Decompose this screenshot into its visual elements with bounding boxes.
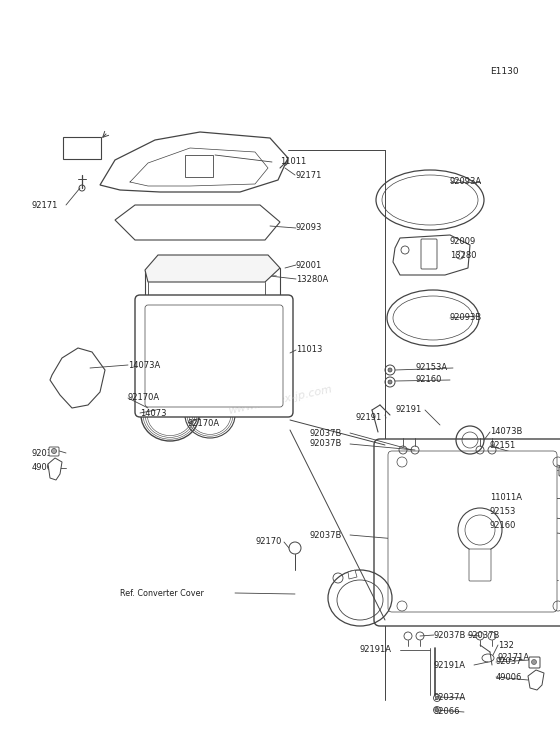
Text: 92093: 92093 <box>296 223 323 233</box>
Text: 92191: 92191 <box>356 414 382 422</box>
Text: 92009: 92009 <box>450 237 476 247</box>
Circle shape <box>52 449 57 454</box>
Text: 92191A: 92191A <box>360 646 392 654</box>
Text: 92160: 92160 <box>415 376 441 384</box>
Text: 132: 132 <box>498 640 514 649</box>
Circle shape <box>388 368 392 372</box>
Text: 92171: 92171 <box>32 201 58 209</box>
Polygon shape <box>48 458 62 480</box>
FancyBboxPatch shape <box>529 657 540 668</box>
Text: 92170: 92170 <box>256 537 282 547</box>
FancyBboxPatch shape <box>145 305 283 407</box>
Text: 92037B: 92037B <box>310 439 342 449</box>
Text: Ref. Converter Cover: Ref. Converter Cover <box>120 589 204 597</box>
FancyBboxPatch shape <box>469 549 491 581</box>
Text: 92001: 92001 <box>296 261 322 269</box>
Polygon shape <box>115 205 280 240</box>
Text: 92153A: 92153A <box>415 364 447 373</box>
Text: 92151: 92151 <box>490 441 516 450</box>
Text: 13280A: 13280A <box>296 274 328 283</box>
Text: 92037B: 92037B <box>310 428 342 438</box>
Polygon shape <box>393 235 470 275</box>
FancyBboxPatch shape <box>135 295 293 417</box>
Text: 92093A: 92093A <box>450 177 482 187</box>
Text: 92191: 92191 <box>395 406 421 414</box>
Text: 92153: 92153 <box>490 507 516 517</box>
Text: 92160: 92160 <box>490 520 516 529</box>
FancyBboxPatch shape <box>49 447 59 456</box>
Text: 11013: 11013 <box>296 346 323 354</box>
Text: 49006: 49006 <box>496 673 522 681</box>
Text: www.impex-jp.com: www.impex-jp.com <box>227 384 333 416</box>
Text: 92037B: 92037B <box>310 531 342 539</box>
Text: 92037B: 92037B <box>434 630 466 640</box>
Text: 92170A: 92170A <box>128 394 160 403</box>
Circle shape <box>436 709 438 712</box>
Text: 92170A: 92170A <box>188 419 220 427</box>
Text: 92191A: 92191A <box>434 660 466 670</box>
Text: E1130: E1130 <box>490 67 519 77</box>
Polygon shape <box>348 570 357 579</box>
FancyBboxPatch shape <box>374 439 560 626</box>
Text: 92037B: 92037B <box>468 630 501 640</box>
Text: 92037: 92037 <box>496 657 522 667</box>
Polygon shape <box>50 348 105 408</box>
FancyBboxPatch shape <box>185 155 213 177</box>
Text: 11011A: 11011A <box>490 493 522 502</box>
Polygon shape <box>528 670 544 690</box>
Circle shape <box>531 660 536 665</box>
Text: 11011: 11011 <box>280 157 306 166</box>
FancyBboxPatch shape <box>559 467 560 476</box>
Text: 92037A: 92037A <box>434 693 466 703</box>
FancyBboxPatch shape <box>388 451 557 612</box>
FancyBboxPatch shape <box>421 239 437 269</box>
Circle shape <box>388 380 392 384</box>
FancyBboxPatch shape <box>63 137 101 159</box>
Text: 13280: 13280 <box>450 250 477 260</box>
Text: 92037: 92037 <box>32 449 58 458</box>
Text: 92093B: 92093B <box>450 313 482 323</box>
Text: 92171: 92171 <box>296 171 323 179</box>
Text: 49006: 49006 <box>32 463 58 472</box>
Text: 92171A: 92171A <box>498 654 530 662</box>
Polygon shape <box>100 132 288 192</box>
Text: 14073A: 14073A <box>128 360 160 370</box>
Text: 14073: 14073 <box>140 408 166 417</box>
Circle shape <box>436 697 438 700</box>
Text: 14073B: 14073B <box>490 427 522 436</box>
Text: FRONT: FRONT <box>67 144 97 154</box>
Polygon shape <box>145 255 280 282</box>
Text: 92066: 92066 <box>434 708 460 717</box>
